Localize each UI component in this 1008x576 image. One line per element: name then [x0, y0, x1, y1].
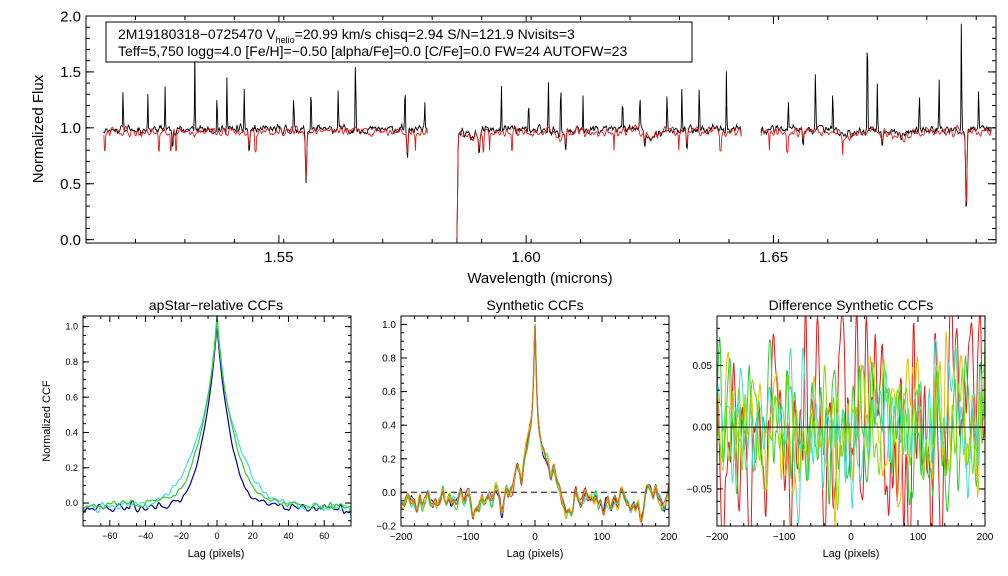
spectrum-observed-line — [102, 50, 428, 184]
info-line-2: Teff=5,750 logg=4.0 [Fe/H]=−0.50 [alpha/… — [118, 43, 627, 59]
xtick-label: −60 — [102, 531, 117, 541]
ytick-label: 0.8 — [382, 354, 396, 365]
ytick-label: 0.2 — [382, 454, 396, 465]
xtick-label: −100 — [457, 532, 480, 543]
ytick-label: 0.6 — [382, 387, 396, 398]
xtick-label: 40 — [283, 531, 293, 541]
apstar-ccf-panel: apStar−relative CCFs −60 −40 −20 0 20 40 60 0.0… — [41, 297, 352, 560]
ytick-label: 0.4 — [65, 428, 78, 438]
ytick-label: −0.2 — [376, 522, 396, 533]
synthetic-ccf-ticks: −200 −100 0 100 200 −0.2 0.0 0.2 0.4 0.6 0.8 1.0 — [376, 315, 678, 543]
ccf-series-green — [82, 314, 352, 510]
difference-ccf-series-red — [717, 316, 985, 526]
synthetic-ccf-series-red — [400, 324, 670, 520]
xtick-label: 0 — [214, 531, 219, 541]
ytick-label: 0.0 — [65, 498, 78, 508]
difference-ccf-panel: Difference Synthetic CCFs −200 −100 0 100 20… — [687, 297, 994, 560]
xtick-label: −40 — [138, 531, 153, 541]
difference-ccf-series-lime — [717, 340, 985, 511]
ytick-label: 1.0 — [65, 322, 78, 332]
spectrum-model-line — [456, 124, 742, 238]
xtick-label: 1.60 — [512, 249, 541, 266]
apstar-ccf-frame — [82, 315, 352, 527]
ytick-label: 1.5 — [60, 64, 81, 81]
spectrum-observed-line — [456, 71, 742, 243]
apstar-ccf-xlabel: Lag (pixels) — [188, 548, 245, 560]
xtick-label: −200 — [706, 532, 729, 543]
info-line-1: 2M19180318−0725470 Vhelio=20.99 km/s chi… — [118, 26, 575, 45]
xtick-label: 0 — [848, 532, 854, 543]
spectrum-ylabel: Normalized Flux — [30, 74, 47, 183]
xtick-label: −200 — [390, 532, 413, 543]
info-box — [105, 21, 693, 63]
spectrum-model-line — [760, 124, 992, 203]
synthetic-ccf-xlabel: Lag (pixels) — [507, 548, 564, 560]
info-line-1-start: 2M19180318−0725470 V — [118, 26, 276, 42]
ytick-label: 0.5 — [60, 176, 81, 193]
info-line-1-end: =20.99 km/s chisq=2.94 S/N=121.9 Nvisits… — [295, 26, 575, 42]
xtick-label: 20 — [248, 531, 258, 541]
synthetic-ccf-series-group — [400, 324, 670, 524]
ytick-label: 0.0 — [60, 232, 81, 249]
apstar-ccf-title: apStar−relative CCFs — [149, 297, 283, 313]
difference-ccf-title: Difference Synthetic CCFs — [769, 297, 934, 313]
ytick-label: 0.8 — [65, 357, 78, 367]
ytick-label: 0.4 — [382, 421, 396, 432]
xtick-label: 100 — [910, 532, 927, 543]
xtick-label: 1.65 — [759, 249, 788, 266]
ytick-label: 0.2 — [65, 463, 78, 473]
apstar-ccf-series-group — [82, 314, 352, 518]
ytick-label: 1.0 — [60, 120, 81, 137]
xtick-label: 200 — [977, 532, 994, 543]
xtick-label: 200 — [661, 532, 678, 543]
difference-ccf-series-group — [717, 316, 985, 526]
synthetic-ccf-series-green — [400, 324, 670, 522]
synthetic-ccf-series-blue — [400, 324, 670, 519]
xtick-label: −20 — [174, 531, 189, 541]
difference-ccf-xlabel: Lag (pixels) — [823, 548, 880, 560]
synthetic-ccf-panel: Synthetic CCFs −200 −100 0 100 200 −0.2 0.0 0.2… — [376, 297, 678, 560]
spectrum-model-line — [103, 125, 428, 178]
ytick-label: −0.05 — [687, 484, 713, 495]
ccf-series-cyan — [82, 318, 352, 518]
apstar-ccf-ylabel: Normalized CCF — [41, 380, 53, 462]
xtick-label: 0 — [532, 532, 538, 543]
synthetic-ccf-series-orange — [400, 324, 670, 524]
xtick-label: 1.55 — [264, 249, 293, 266]
synthetic-ccf-series-cyan — [400, 324, 670, 522]
spectrum-plot-frame — [85, 15, 997, 244]
ytick-label: 0.0 — [382, 488, 396, 499]
xtick-label: 60 — [319, 531, 329, 541]
spectrum-panel: 1.55 1.60 1.65 0.0 0.5 1.0 1.5 2.0 Wavelength (… — [30, 8, 997, 287]
ytick-label: 0.00 — [693, 423, 713, 434]
ytick-label: 0.6 — [65, 392, 78, 402]
xtick-label: −100 — [773, 532, 796, 543]
difference-ccf-ticks: −200 −100 0 100 200 −0.05 0.00 0.05 — [687, 315, 994, 543]
ytick-label: 0.05 — [693, 361, 713, 372]
spectrum-ticks: 1.55 1.60 1.65 0.0 0.5 1.0 1.5 2.0 — [60, 8, 996, 266]
difference-ccf-series-cyan — [717, 337, 985, 524]
spectrum-xlabel: Wavelength (microns) — [467, 270, 612, 287]
ccf-series-blue — [82, 324, 352, 515]
xtick-label: 100 — [594, 532, 611, 543]
spectrum-series-group — [102, 23, 992, 243]
info-line-1-subscript: helio — [276, 35, 295, 45]
synthetic-ccf-series-yellow — [400, 324, 670, 522]
apstar-ccf-ticks: −60 −40 −20 0 20 40 60 0.0 0.2 0.4 0.6 0.8 1.0 — [65, 316, 352, 541]
synthetic-ccf-title: Synthetic CCFs — [486, 297, 583, 313]
spectrum-observed-line — [760, 23, 992, 207]
ytick-label: 1.0 — [382, 320, 396, 331]
ytick-label: 2.0 — [60, 8, 81, 25]
